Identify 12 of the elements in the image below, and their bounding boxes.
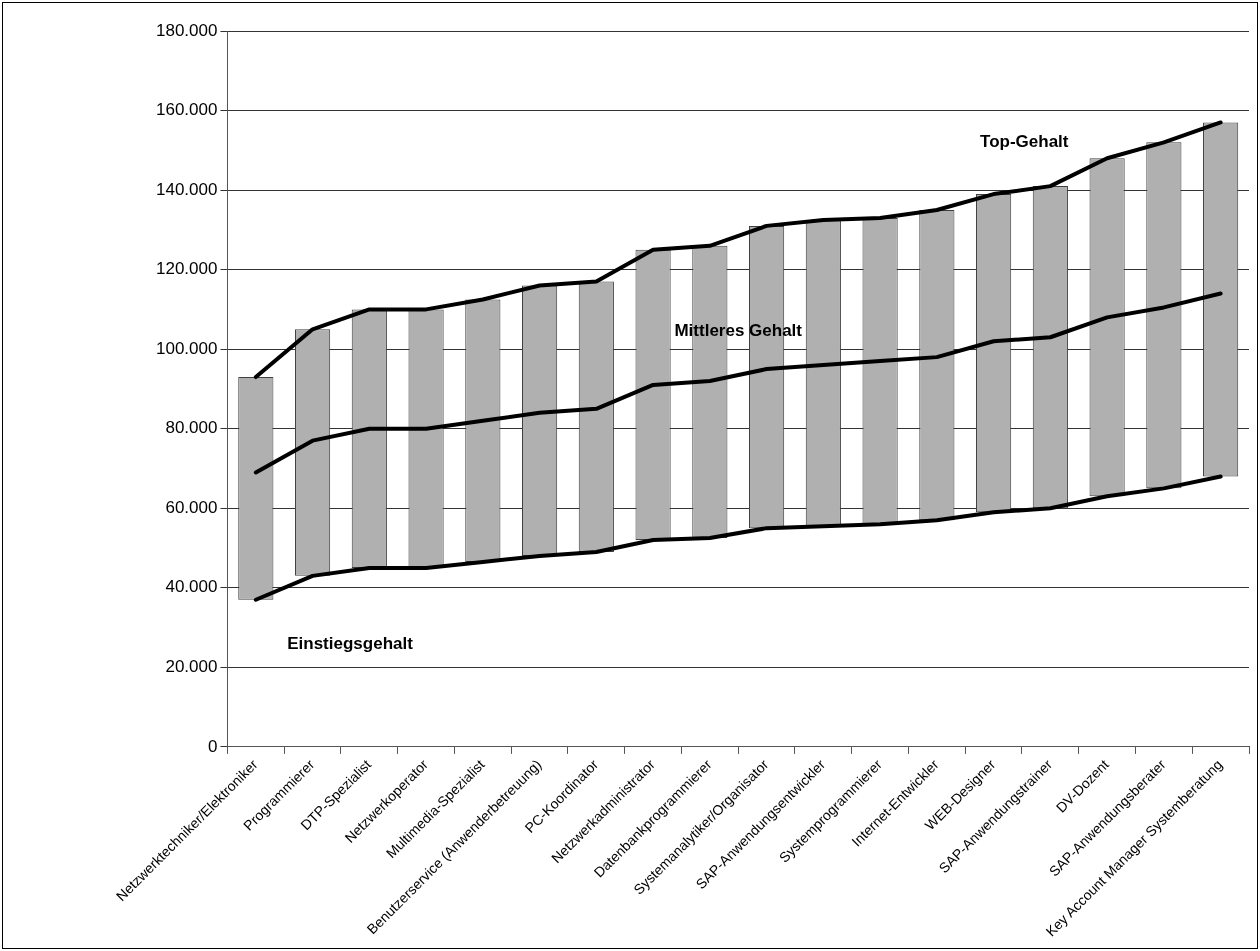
y-tick-label: 80.000 — [165, 418, 218, 438]
y-tick-label: 120.000 — [156, 259, 218, 279]
y-tick-label: 160.000 — [156, 100, 218, 120]
annotation: Einstiegsgehalt — [287, 634, 414, 654]
y-tick-label: 40.000 — [165, 577, 218, 597]
y-tick-label: 20.000 — [165, 657, 218, 677]
y-tick-label: 0 — [207, 736, 218, 756]
annotation: Top-Gehalt — [980, 131, 1069, 151]
y-tick-label: 100.000 — [156, 338, 218, 358]
y-tick-label: 180.000 — [156, 20, 218, 40]
y-tick-label: 60.000 — [165, 497, 218, 517]
y-tick-label: 140.000 — [156, 179, 218, 199]
